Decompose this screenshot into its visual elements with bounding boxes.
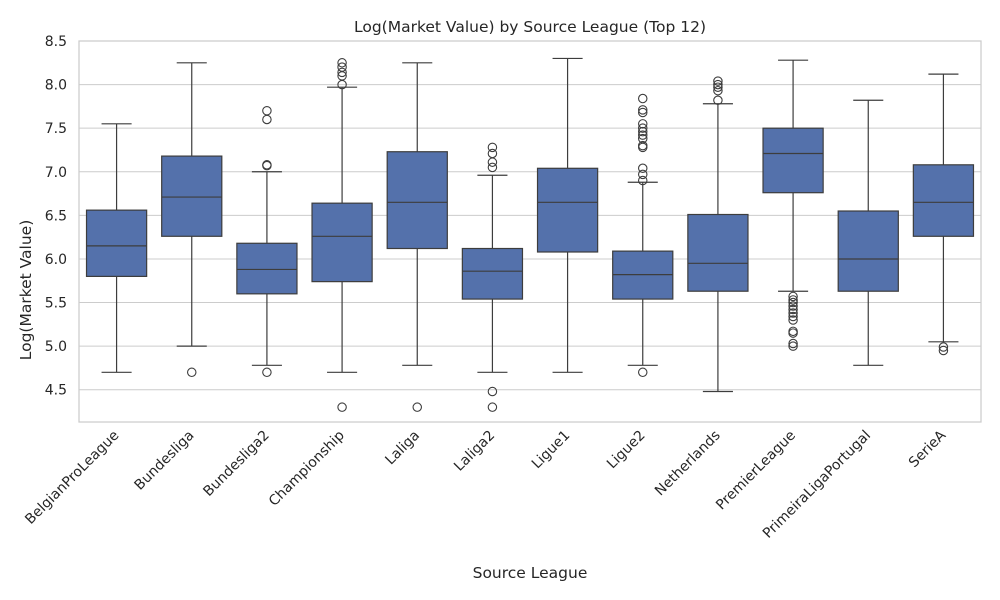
y-tick-label: 8.5 xyxy=(45,34,67,50)
outlier-point xyxy=(788,341,798,351)
outlier-point xyxy=(487,148,498,159)
outlier-point xyxy=(637,107,648,118)
outlier-point xyxy=(788,291,798,302)
y-tick-label: 7.0 xyxy=(45,165,67,181)
outlier-point xyxy=(637,163,648,174)
iqr-box xyxy=(85,209,148,278)
outlier-point xyxy=(262,367,272,378)
plot-frame xyxy=(78,40,982,423)
outlier-point xyxy=(788,295,798,305)
outlier-point xyxy=(637,126,648,137)
outlier-point xyxy=(487,142,498,153)
outlier-point xyxy=(637,175,648,186)
outlier-point xyxy=(938,342,949,352)
outlier-point xyxy=(637,130,648,140)
box-primeiraligaportugal xyxy=(837,99,899,366)
iqr-box xyxy=(161,155,223,237)
y-tick-label: 6.5 xyxy=(45,208,67,224)
y-tick-label: 5.5 xyxy=(45,296,67,312)
y-tick-label: 6.0 xyxy=(45,252,67,268)
outlier-point xyxy=(637,123,648,133)
outlier-point xyxy=(788,315,798,325)
iqr-box xyxy=(687,213,749,292)
box-bundesliga2 xyxy=(236,105,298,378)
y-axis-title: Log(Market Value) xyxy=(17,220,35,361)
iqr-box xyxy=(311,202,373,283)
box-ligue1 xyxy=(536,57,599,373)
outlier-point xyxy=(637,169,648,180)
iqr-box xyxy=(461,247,524,300)
y-tick-label: 4.5 xyxy=(45,383,67,399)
outlier-point xyxy=(788,297,798,308)
outlier-point xyxy=(788,338,798,349)
outlier-point xyxy=(187,367,197,378)
outlier-point xyxy=(788,326,798,337)
outlier-point xyxy=(938,345,949,356)
box-laliga xyxy=(386,62,448,412)
box-championship xyxy=(311,58,373,412)
outlier-point xyxy=(337,67,347,78)
y-tick-label: 8.0 xyxy=(45,78,67,94)
outlier-point xyxy=(337,402,347,412)
box-premierleague xyxy=(762,59,824,351)
chart-title: Log(Market Value) by Source League (Top … xyxy=(354,18,706,36)
iqr-box xyxy=(837,210,899,292)
iqr-box xyxy=(912,164,975,237)
outlier-point xyxy=(637,140,648,151)
box-layer xyxy=(85,57,975,412)
outlier-point xyxy=(637,93,648,104)
y-tick-label: 7.5 xyxy=(45,121,67,137)
outlier-point xyxy=(337,62,347,72)
outlier-point xyxy=(412,402,422,412)
outlier-point xyxy=(713,85,723,96)
y-axis-ticks: 4.5 5.0 5.5 6.0 6.5 7.0 7.5 8.0 8.5 xyxy=(45,34,67,399)
outlier-point xyxy=(637,105,648,115)
outlier-point xyxy=(788,301,798,311)
outlier-point xyxy=(487,402,498,412)
outlier-point xyxy=(713,95,723,106)
outlier-point xyxy=(637,367,648,378)
outlier-point xyxy=(637,119,648,129)
outlier-point xyxy=(713,82,723,92)
box-laliga2 xyxy=(461,142,524,412)
outlier-point xyxy=(713,79,723,90)
x-axis-title: Source League xyxy=(473,564,588,582)
box-bundesliga xyxy=(161,62,223,378)
outlier-point xyxy=(487,386,498,397)
box-ligue2 xyxy=(612,93,674,378)
y-tick-label: 5.0 xyxy=(45,339,67,355)
outlier-point xyxy=(262,105,272,116)
iqr-box xyxy=(386,151,448,250)
box-belgianproleague xyxy=(85,123,148,373)
iqr-box xyxy=(762,127,824,194)
outlier-point xyxy=(788,308,798,318)
iqr-box xyxy=(236,242,298,295)
outlier-point xyxy=(788,304,798,315)
outlier-point xyxy=(262,160,272,170)
outlier-point xyxy=(487,162,498,173)
outlier-point xyxy=(337,58,347,68)
outlier-point xyxy=(713,76,723,86)
box-netherlands xyxy=(687,76,749,393)
box-seriea xyxy=(912,73,975,356)
outlier-point xyxy=(788,311,798,322)
outlier-point xyxy=(637,133,648,144)
iqr-box xyxy=(536,167,599,253)
